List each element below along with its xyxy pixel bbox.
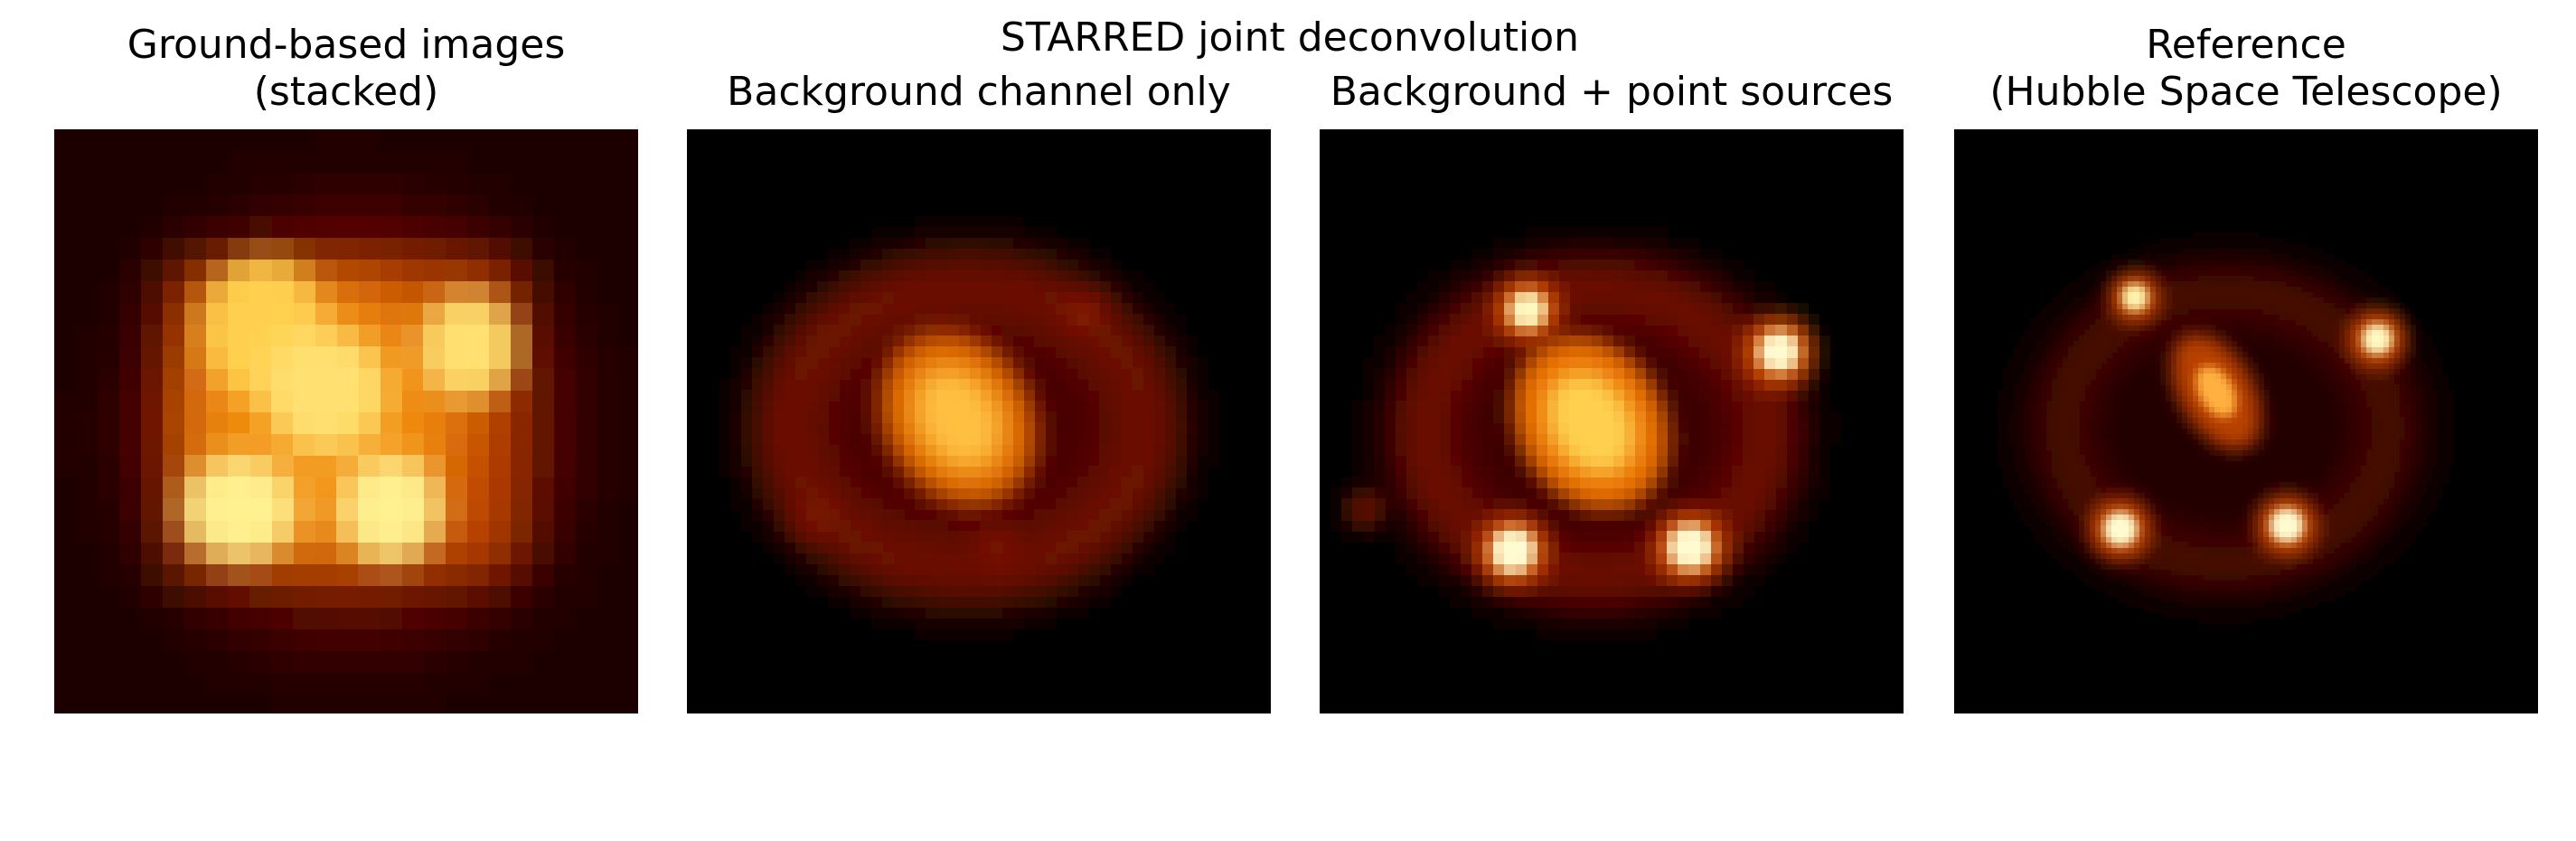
background-channel-image	[687, 129, 1271, 713]
panel-2-title-line1: Background channel only	[727, 69, 1231, 115]
suptitle: STARRED joint deconvolution	[1000, 14, 1580, 61]
panel-2-title: Background channel only	[687, 69, 1271, 116]
hubble-reference-image	[1954, 129, 2538, 713]
background-point-sources-image	[1320, 129, 1904, 713]
panel-4-title: Reference (Hubble Space Telescope)	[1954, 22, 2538, 116]
panel-1-title-line2: (stacked)	[253, 69, 439, 115]
ground-based-image	[54, 129, 638, 713]
panel-1-title-line1: Ground-based images	[127, 22, 566, 68]
panel-3-title: Background + point sources	[1320, 69, 1904, 116]
panel-3-title-line1: Background + point sources	[1330, 69, 1894, 115]
panel-4-title-line2: (Hubble Space Telescope)	[1989, 69, 2503, 115]
panel-4-title-line1: Reference	[2146, 22, 2346, 68]
panel-1-title: Ground-based images (stacked)	[54, 22, 638, 116]
